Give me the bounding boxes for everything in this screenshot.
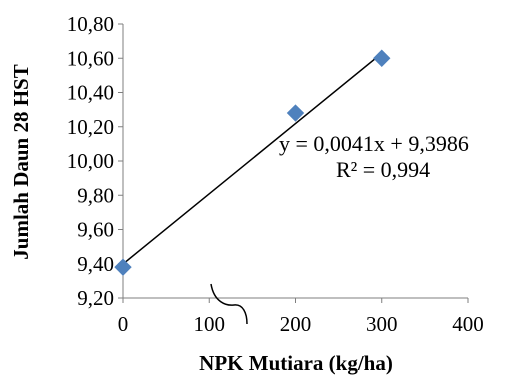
x-tick-label: 300: [366, 312, 398, 336]
y-axis-title: Jumlah Daun 28 HST: [9, 64, 33, 259]
trendline-equation: y = 0,0041x + 9,3986: [279, 131, 469, 156]
y-tick-label: 10,00: [67, 149, 114, 173]
y-ticks: [118, 23, 123, 299]
y-tick-label: 9,40: [77, 252, 114, 276]
x-tick-label: 0: [118, 312, 129, 336]
x-tick-label: 200: [280, 312, 312, 336]
y-tick-label: 10,20: [67, 115, 114, 139]
x-tick-labels: 0 100 200 300 400: [118, 312, 484, 336]
data-point: [373, 49, 391, 67]
y-tick-label: 9,80: [77, 183, 114, 207]
y-tick-label: 10,80: [67, 12, 114, 36]
y-tick-labels: 9,20 9,40 9,60 9,80 10,00 10,20 10,40 10,60 10,8…: [67, 12, 114, 310]
y-tick-label: 10,60: [67, 46, 114, 70]
y-tick-label: 9,60: [77, 218, 114, 242]
data-points: [114, 49, 391, 276]
x-ticks: [122, 298, 469, 303]
trendline: [122, 52, 383, 265]
x-axis-title: NPK Mutiara (kg/ha): [199, 351, 393, 375]
axis-break-icon: [210, 283, 248, 325]
data-point: [114, 258, 132, 276]
y-tick-label: 9,20: [77, 286, 114, 310]
trendline-group: [122, 52, 383, 265]
r-squared-label: R² = 0,994: [336, 157, 430, 182]
x-tick-label: 100: [194, 312, 226, 336]
data-point: [286, 104, 305, 122]
x-tick-label: 400: [452, 312, 484, 336]
y-tick-label: 10,40: [67, 81, 114, 105]
